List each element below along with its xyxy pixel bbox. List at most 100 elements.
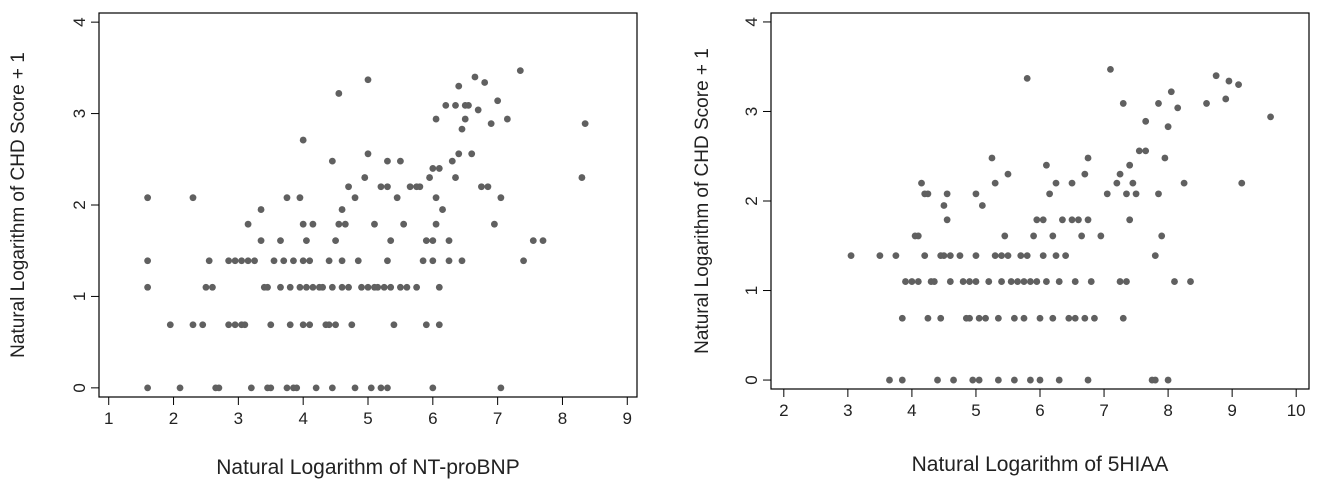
- data-point: [299, 136, 307, 144]
- data-point: [1129, 179, 1137, 187]
- x-axis-title-5hiaa: Natural Logarithm of 5HIAA: [912, 453, 1169, 476]
- plot-frame: [770, 12, 1310, 390]
- data-point: [377, 384, 385, 392]
- x-tick-label: 9: [623, 409, 632, 428]
- data-point: [306, 321, 314, 329]
- data-point: [1010, 314, 1018, 322]
- data-point: [367, 384, 375, 392]
- data-point: [1052, 179, 1060, 187]
- data-point: [529, 237, 537, 245]
- data-point: [458, 125, 466, 133]
- x-tick-label: 6: [1035, 401, 1044, 420]
- data-point: [144, 194, 152, 202]
- data-point: [914, 278, 922, 285]
- data-point: [892, 252, 900, 260]
- y-axis-title-ntprobnp: Natural Logarithm of CHD Score + 1: [8, 52, 29, 358]
- data-point: [898, 376, 906, 384]
- data-point: [445, 237, 453, 245]
- data-point: [432, 115, 440, 123]
- data-point: [429, 257, 437, 265]
- data-point: [1052, 252, 1060, 260]
- scatter-panel-ntprobnp: 1 2 3 4 5 6 7 8 9 0 1 2 3 4 Natural Logarithm of NT-pr…: [8, 12, 638, 479]
- data-point: [972, 190, 980, 198]
- x-tick-label: 9: [1227, 401, 1236, 420]
- y-tick-label: 3: [742, 107, 761, 116]
- data-point: [413, 283, 421, 291]
- data-point: [351, 194, 359, 202]
- x-tick-label: 8: [1163, 401, 1172, 420]
- data-point: [199, 321, 207, 329]
- data-point: [283, 194, 291, 202]
- y-axis-title-5hiaa: Natural Logarithm of CHD Score + 1: [692, 48, 713, 354]
- data-point: [455, 82, 463, 90]
- data-point: [946, 278, 954, 285]
- data-point: [264, 283, 271, 291]
- data-point: [994, 376, 1002, 384]
- data-point: [361, 174, 369, 181]
- y-tick-label: 1: [70, 292, 89, 301]
- x-tick-label: 8: [558, 409, 567, 428]
- data-point: [435, 283, 443, 291]
- data-point: [1187, 278, 1194, 285]
- data-point: [205, 257, 213, 265]
- x-tick-label: 3: [234, 409, 243, 428]
- data-point: [998, 278, 1005, 285]
- x-axis-title-ntprobnp: Natural Logarithm of NT-proBNP: [216, 456, 519, 479]
- data-point: [982, 314, 989, 322]
- data-point: [429, 237, 437, 245]
- x-tick-label: 4: [298, 409, 307, 428]
- data-point: [1126, 161, 1134, 169]
- data-point: [458, 257, 466, 265]
- x-tick-label: 2: [779, 401, 788, 420]
- data-point: [1113, 179, 1121, 187]
- data-point: [1212, 72, 1220, 80]
- data-point: [484, 183, 492, 191]
- data-point: [231, 321, 239, 329]
- data-point: [309, 220, 317, 228]
- x-tick-label: 6: [428, 409, 437, 428]
- data-point: [975, 314, 983, 322]
- data-point: [876, 252, 884, 260]
- data-point: [886, 376, 893, 384]
- data-point: [940, 202, 948, 209]
- x-tick-label: 5: [363, 409, 372, 428]
- data-point: [1075, 216, 1082, 224]
- data-point: [267, 384, 275, 392]
- data-point: [1084, 154, 1092, 162]
- data-point: [1087, 278, 1095, 285]
- data-point: [328, 384, 336, 392]
- data-point: [345, 283, 352, 291]
- data-point: [1119, 100, 1127, 107]
- data-point: [452, 101, 459, 109]
- data-point: [364, 150, 372, 158]
- data-point: [847, 252, 855, 260]
- x-tick-label: 10: [1287, 401, 1306, 420]
- data-point: [1174, 104, 1182, 112]
- data-point: [988, 154, 996, 162]
- data-point: [975, 376, 983, 384]
- data-point: [364, 283, 372, 291]
- data-point: [215, 384, 223, 392]
- data-point: [1158, 232, 1166, 240]
- data-point: [244, 220, 252, 228]
- data-point: [371, 220, 378, 228]
- data-point: [1180, 179, 1188, 187]
- data-point: [231, 257, 239, 265]
- data-point: [1151, 376, 1159, 384]
- data-point: [1081, 170, 1089, 178]
- scatter-panel-5hiaa: 2 3 4 5 6 7 8 9 10 0 1 2 3 4 Natural Logarithm of 5HIA…: [692, 12, 1310, 476]
- data-point: [1004, 252, 1012, 260]
- data-point: [497, 384, 505, 392]
- data-point: [144, 384, 152, 392]
- y-tick-label: 4: [70, 17, 89, 26]
- data-point: [943, 190, 951, 198]
- data-point: [429, 165, 437, 172]
- data-point: [286, 283, 294, 291]
- data-point: [481, 79, 489, 86]
- data-point: [1071, 314, 1079, 322]
- data-point: [1164, 376, 1172, 384]
- data-point: [1023, 252, 1031, 260]
- data-point: [1055, 278, 1063, 285]
- data-point: [439, 206, 446, 213]
